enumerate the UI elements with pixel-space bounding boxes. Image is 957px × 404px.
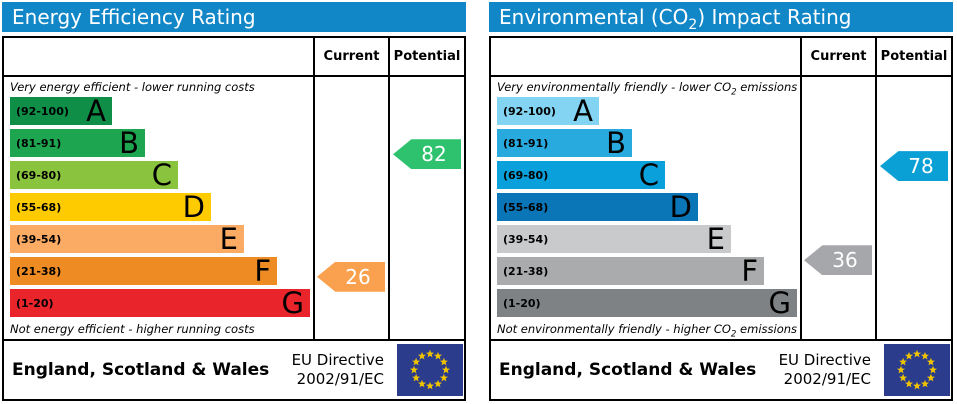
band-range-label: (55-68) <box>503 200 549 214</box>
potential-column-header: Potential <box>393 49 461 64</box>
footer-divider <box>4 339 464 341</box>
band-row-a: (92-100) A <box>497 94 599 128</box>
band-letter: D <box>182 190 205 224</box>
band-row-d: (55-68) D <box>497 190 698 224</box>
eu-directive-label: EU Directive 2002/91/EC <box>778 351 871 388</box>
band-range-label: (21-38) <box>503 264 549 278</box>
eu-flag-icon <box>397 344 463 396</box>
band-row-a: (92-100) A <box>10 94 112 128</box>
band-letter: F <box>254 254 271 288</box>
band-row-e: (39-54) E <box>497 222 731 256</box>
rating-scale: Very energy efficient - lower running co… <box>4 77 464 339</box>
band-range-label: (55-68) <box>16 200 62 214</box>
band-letter: C <box>638 158 659 192</box>
band-row-b: (81-91) B <box>10 126 145 160</box>
band-row-d: (55-68) D <box>10 190 211 224</box>
panel-footer: England, Scotland & Wales EU Directive 20… <box>491 341 951 399</box>
region-label: England, Scotland & Wales <box>12 360 270 380</box>
band-range-label: (1-20) <box>16 296 54 310</box>
band-letter: B <box>119 126 139 160</box>
band-range-label: (39-54) <box>503 232 549 246</box>
band-row-g: (1-20) G <box>497 286 797 320</box>
panel-title-subscript: 2 <box>688 17 698 32</box>
band-letter: A <box>86 94 106 128</box>
band-letter: G <box>768 286 791 320</box>
bottom-caption: Not energy efficient - higher running co… <box>10 322 255 336</box>
potential-rating-arrow: 82 <box>393 139 461 170</box>
band-letter: E <box>706 222 725 256</box>
current-rating-arrow: 26 <box>317 261 385 292</box>
band-letter: D <box>669 190 692 224</box>
energy-title-bar: Energy Efficiency Rating <box>2 2 466 32</box>
current-column-divider <box>313 38 315 341</box>
band-row-f: (21-38) F <box>10 254 277 288</box>
band-range-label: (92-100) <box>16 104 69 118</box>
panel-title-rest: ) Impact Rating <box>697 5 852 29</box>
eu-directive-label: EU Directive 2002/91/EC <box>291 351 384 388</box>
panel-footer: England, Scotland & Wales EU Directive 20… <box>4 341 464 399</box>
potential-rating-arrow: 78 <box>880 151 948 182</box>
band-range-label: (21-38) <box>16 264 62 278</box>
band-letter: C <box>151 158 172 192</box>
current-column-header: Current <box>810 49 867 64</box>
energy-efficiency-panel: Energy Efficiency Rating Current Potenti… <box>2 2 466 401</box>
potential-column-header: Potential <box>880 49 948 64</box>
current-column-header: Current <box>323 49 380 64</box>
footer-divider <box>491 339 951 341</box>
band-letter: F <box>741 254 758 288</box>
panel-title: Energy Efficiency Rating <box>12 5 256 29</box>
band-row-e: (39-54) E <box>10 222 244 256</box>
band-row-g: (1-20) G <box>10 286 310 320</box>
co2-title-bar: Environmental (CO2) Impact Rating <box>489 2 953 32</box>
rating-table: Current Potential Very environmentally f… <box>489 36 953 401</box>
panel-title: Environmental (CO <box>499 5 689 29</box>
band-letter: G <box>281 286 304 320</box>
band-range-label: (39-54) <box>16 232 62 246</box>
band-row-f: (21-38) F <box>497 254 764 288</box>
band-row-b: (81-91) B <box>497 126 632 160</box>
co2-impact-panel: Environmental (CO2) Impact Rating Curren… <box>489 2 953 401</box>
potential-column-divider <box>388 38 390 341</box>
rating-table: Current Potential Very energy efficient … <box>2 36 466 401</box>
band-letter: B <box>606 126 626 160</box>
band-range-label: (81-91) <box>16 136 62 150</box>
eu-flag-icon <box>884 344 950 396</box>
band-range-label: (1-20) <box>503 296 541 310</box>
band-row-c: (69-80) C <box>497 158 665 192</box>
band-letter: E <box>219 222 238 256</box>
bottom-caption: Not environmentally friendly - higher CO… <box>497 322 798 340</box>
band-range-label: (69-80) <box>503 168 549 182</box>
top-caption: Very energy efficient - lower running co… <box>10 80 255 94</box>
band-range-label: (69-80) <box>16 168 62 182</box>
band-range-label: (81-91) <box>503 136 549 150</box>
band-range-label: (92-100) <box>503 104 556 118</box>
band-row-c: (69-80) C <box>10 158 178 192</box>
potential-column-divider <box>875 38 877 341</box>
top-caption: Very environmentally friendly - lower CO… <box>497 80 798 98</box>
current-rating-arrow: 36 <box>804 245 872 276</box>
rating-scale: Very environmentally friendly - lower CO… <box>491 77 951 339</box>
current-column-divider <box>800 38 802 341</box>
header-divider <box>4 75 464 77</box>
header-divider <box>491 75 951 77</box>
band-letter: A <box>573 94 593 128</box>
region-label: England, Scotland & Wales <box>499 360 757 380</box>
